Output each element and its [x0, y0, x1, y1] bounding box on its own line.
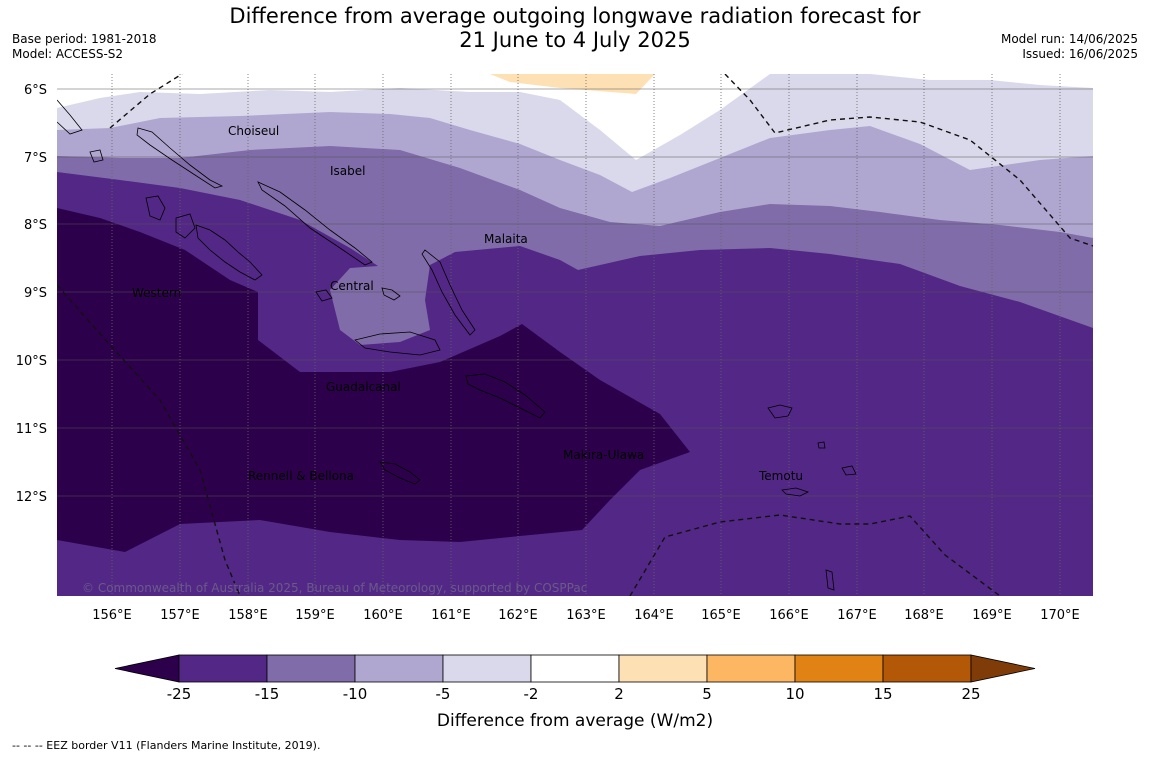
- lat-label: 12°S: [16, 490, 47, 505]
- shortland-island: [89, 149, 104, 163]
- kolombangara-island: [175, 213, 196, 239]
- lat-label: 11°S: [16, 422, 47, 437]
- title-line-1: Difference from average outgoing longwav…: [229, 4, 921, 28]
- colorbar-segment: [882, 654, 972, 683]
- island-outlines: [57, 99, 857, 591]
- isabel-island: [257, 181, 373, 266]
- lat-label: 6°S: [24, 83, 47, 98]
- lat-label: 8°S: [24, 218, 47, 233]
- lon-label: 159°E: [295, 608, 335, 623]
- rennell-island: [379, 461, 421, 485]
- meta-right: Model run: 14/06/2025 Issued: 16/06/2025: [1001, 32, 1138, 62]
- region-label-rennell-bellona: Rennell & Bellona: [248, 469, 354, 483]
- latitude-labels: 6°S 7°S 8°S 9°S 10°S 11°S 12°S: [16, 83, 47, 505]
- lon-label: 165°E: [701, 608, 741, 623]
- tikopia-island: [817, 441, 826, 449]
- model-name: Model: ACCESS-S2: [12, 47, 124, 61]
- malaita-island: [421, 249, 476, 336]
- chart-title: Difference from average outgoing longwav…: [0, 4, 1150, 52]
- colorbar-under-extension: [114, 654, 180, 683]
- issued-date: Issued: 16/06/2025: [1022, 47, 1138, 61]
- lon-label: 157°E: [160, 608, 200, 623]
- colorbar: [114, 654, 1036, 683]
- lat-label: 9°S: [24, 286, 47, 301]
- new-georgia-island: [195, 224, 263, 281]
- colorbar-tick-label: 15: [873, 685, 892, 703]
- lon-label: 166°E: [769, 608, 809, 623]
- lon-label: 158°E: [228, 608, 268, 623]
- eez-footnote: -- -- -- EEZ border V11 (Flanders Marine…: [12, 739, 321, 752]
- colorbar-tick-label: -25: [167, 685, 192, 703]
- colorbar-tick-label: -10: [343, 685, 368, 703]
- vella-lavella-island: [145, 195, 166, 221]
- band-below-minus25: [57, 208, 690, 552]
- region-labels: Choiseul Isabel Malaita Western Central …: [132, 124, 803, 483]
- region-label-central: Central: [330, 279, 374, 293]
- lon-label: 168°E: [904, 608, 944, 623]
- santa-cruz-island: [767, 404, 793, 419]
- colorbar-tick-label: -15: [255, 685, 280, 703]
- colorbar-tick-label: 5: [702, 685, 712, 703]
- colorbar-segment: [354, 654, 444, 683]
- region-label-temotu: Temotu: [758, 469, 803, 483]
- lat-label: 7°S: [24, 151, 47, 166]
- lon-label: 163°E: [566, 608, 606, 623]
- lon-label: 164°E: [634, 608, 674, 623]
- colorbar-tick-label: 2: [614, 685, 624, 703]
- vanikoro-island: [781, 487, 810, 497]
- duff-island: [841, 465, 857, 476]
- anuta-island: [825, 569, 835, 591]
- colorbar-segment: [794, 654, 884, 683]
- longitude-gridlines: [111, 74, 1061, 596]
- colorbar-segment: [530, 654, 620, 683]
- region-label-malaita: Malaita: [484, 232, 528, 246]
- colorbar-over-extension: [970, 654, 1036, 683]
- longitude-labels: 156°E 157°E 158°E 159°E 160°E 161°E 162°…: [92, 608, 1080, 623]
- base-period: Base period: 1981-2018: [12, 32, 157, 46]
- eez-borders: [57, 74, 1093, 596]
- lon-label: 167°E: [837, 608, 877, 623]
- model-run: Model run: 14/06/2025: [1000, 32, 1138, 46]
- colorbar-tick-label: 10: [785, 685, 804, 703]
- colorbar-segment: [178, 654, 268, 683]
- region-label-western: Western: [132, 286, 181, 300]
- colorbar-tick-label: -2: [524, 685, 539, 703]
- colorbar-segment: [618, 654, 708, 683]
- region-label-makira-ulawa: Makira-Ulawa: [563, 448, 644, 462]
- title-line-2: 21 June to 4 July 2025: [459, 28, 691, 52]
- colorbar-tick-label: 25: [961, 685, 980, 703]
- colorbar-ticks: -25 -15 -10 -5 -2 2 5 10 15 25: [167, 685, 981, 703]
- colorbar-segment: [266, 654, 356, 683]
- lon-label: 162°E: [498, 608, 538, 623]
- lon-label: 160°E: [363, 608, 403, 623]
- map-area: Choiseul Isabel Malaita Western Central …: [57, 74, 1093, 596]
- colorbar-segment: [706, 654, 796, 683]
- russell-island: [315, 289, 333, 302]
- region-label-choiseul: Choiseul: [228, 124, 279, 138]
- region-label-isabel: Isabel: [330, 164, 365, 178]
- colorbar-label: Difference from average (W/m2): [437, 711, 713, 731]
- colorbar-segment: [442, 654, 532, 683]
- florida-island: [381, 287, 401, 301]
- choiseul-island: [136, 127, 224, 189]
- band-neutral: [57, 74, 1093, 160]
- lon-label: 170°E: [1040, 608, 1080, 623]
- latitude-gridlines: [57, 88, 1093, 497]
- lon-label: 169°E: [972, 608, 1012, 623]
- guadalcanal-island: [354, 331, 441, 356]
- copyright-notice: © Commonwealth of Australia 2025, Bureau…: [82, 581, 587, 595]
- lat-label: 10°S: [16, 354, 47, 369]
- lon-label: 161°E: [431, 608, 471, 623]
- makira-island: [465, 373, 546, 419]
- colorbar-tick-label: -5: [436, 685, 451, 703]
- meta-left: Base period: 1981-2018 Model: ACCESS-S2: [12, 32, 157, 62]
- lon-label: 156°E: [92, 608, 132, 623]
- region-label-guadalcanal: Guadalcanal: [326, 380, 401, 394]
